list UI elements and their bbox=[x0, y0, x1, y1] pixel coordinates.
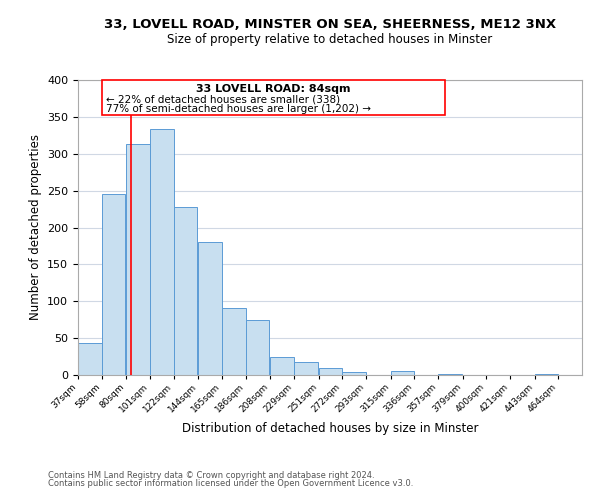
Text: Size of property relative to detached houses in Minster: Size of property relative to detached ho… bbox=[167, 32, 493, 46]
Text: Contains HM Land Registry data © Crown copyright and database right 2024.: Contains HM Land Registry data © Crown c… bbox=[48, 471, 374, 480]
Bar bbox=[78, 342, 101, 375]
Bar bbox=[271, 356, 294, 375]
Text: ← 22% of detached houses are smaller (338): ← 22% of detached houses are smaller (33… bbox=[106, 94, 340, 104]
Bar bbox=[319, 368, 343, 375]
Bar bbox=[391, 372, 415, 375]
Y-axis label: Number of detached properties: Number of detached properties bbox=[29, 134, 41, 320]
Text: 33, LOVELL ROAD, MINSTER ON SEA, SHEERNESS, ME12 3NX: 33, LOVELL ROAD, MINSTER ON SEA, SHEERNE… bbox=[104, 18, 556, 30]
Bar bbox=[294, 362, 317, 375]
Bar bbox=[245, 320, 269, 375]
Bar bbox=[150, 130, 173, 375]
Bar bbox=[343, 372, 366, 375]
Bar bbox=[535, 374, 559, 375]
Text: 33 LOVELL ROAD: 84sqm: 33 LOVELL ROAD: 84sqm bbox=[196, 84, 350, 94]
Bar bbox=[173, 207, 197, 375]
Text: Contains public sector information licensed under the Open Government Licence v3: Contains public sector information licen… bbox=[48, 478, 413, 488]
Bar bbox=[101, 194, 125, 375]
Bar bbox=[222, 308, 245, 375]
Text: 77% of semi-detached houses are larger (1,202) →: 77% of semi-detached houses are larger (… bbox=[106, 104, 371, 115]
Bar bbox=[438, 374, 461, 375]
Bar bbox=[199, 242, 222, 375]
X-axis label: Distribution of detached houses by size in Minster: Distribution of detached houses by size … bbox=[182, 422, 478, 436]
Bar bbox=[127, 144, 150, 375]
FancyBboxPatch shape bbox=[101, 80, 445, 116]
